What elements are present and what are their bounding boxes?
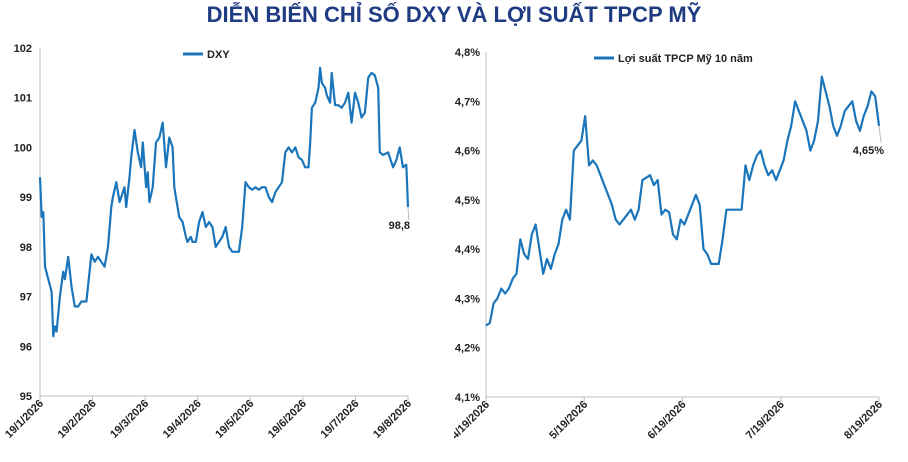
y-tick-label: 4,4%: [455, 244, 480, 256]
x-tick-label: 19/5/2026: [213, 398, 256, 441]
y-tick-label: 99: [20, 192, 32, 204]
y-tick-label: 4,1%: [455, 392, 480, 404]
y-tick-label: 101: [14, 93, 32, 105]
data-label-leader: [878, 125, 882, 143]
x-tick-label: 4/19/2026: [454, 399, 492, 442]
end-value-label: 4,65%: [853, 145, 884, 157]
x-tick-label: 6/19/2026: [646, 399, 689, 442]
legend-label: Lợi suất TPCP Mỹ 10 năm: [618, 53, 753, 65]
x-tick-label: 19/1/2026: [3, 398, 46, 441]
x-tick-label: 19/8/2026: [371, 398, 414, 441]
y-tick-label: 4,8%: [455, 47, 480, 59]
y-tick-label: 96: [20, 341, 32, 353]
y-tick-label: 4,6%: [455, 146, 480, 158]
x-tick-label: 7/19/2026: [744, 399, 787, 442]
y-tick-label: 95: [20, 391, 32, 403]
x-tick-label: 5/19/2026: [547, 399, 590, 442]
x-tick-label: 19/4/2026: [161, 398, 204, 441]
series-line: [485, 75, 881, 327]
x-tick-label: 19/3/2026: [108, 398, 151, 441]
y-tick-label: 97: [20, 292, 32, 304]
y-tick-label: 4,5%: [455, 195, 480, 207]
y-tick-label: 102: [14, 43, 32, 55]
x-tick-label: 19/7/2026: [318, 398, 361, 441]
yield-chart: 4,1% 4,2% 4,3% 4,4% 4,5% 4,6% 4,7% 4,8% 4/19/202…: [454, 47, 885, 442]
x-tick-label: 19/6/2026: [266, 398, 309, 441]
legend-label: DXY: [207, 49, 230, 61]
y-tick-label: 4,3%: [455, 293, 480, 305]
page-title: DIỄN BIẾN CHỈ SỐ DXY VÀ LỢI SUẤT TPCP MỸ: [206, 2, 702, 27]
x-tick-label: 8/19/2026: [842, 399, 885, 442]
series-line: [38, 66, 410, 338]
end-value-label: 98,8: [389, 220, 410, 232]
y-tick-label: 98: [20, 242, 32, 254]
y-tick-label: 4,7%: [455, 96, 480, 108]
x-tick-label: 19/2/2026: [56, 398, 99, 441]
data-label-leader: [407, 207, 410, 221]
y-tick-label: 100: [14, 142, 32, 154]
y-tick-label: 4,2%: [455, 343, 480, 355]
